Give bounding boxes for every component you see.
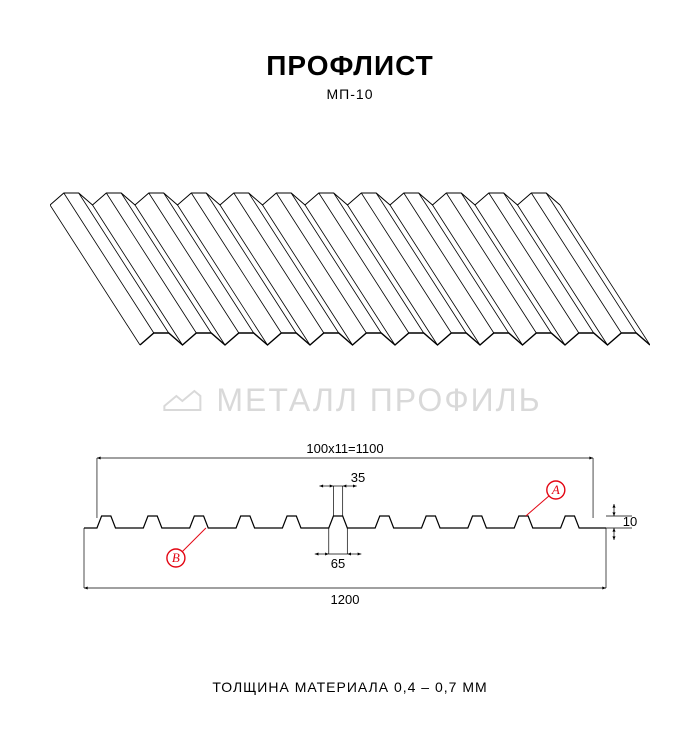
page-subtitle: МП-10 (0, 86, 700, 102)
diagram-container: ПРОФЛИСТ МП-10 МЕТАЛЛ ПРОФИЛЬ 100x11=110… (0, 50, 700, 750)
watermark-text: МЕТАЛЛ ПРОФИЛЬ (216, 382, 541, 419)
thickness-note: ТОЛЩИНА МАТЕРИАЛА 0,4 – 0,7 ММ (0, 679, 700, 695)
svg-text:35: 35 (351, 470, 365, 485)
svg-text:10: 10 (623, 514, 637, 529)
svg-text:65: 65 (331, 556, 345, 571)
watermark: МЕТАЛЛ ПРОФИЛЬ (158, 376, 541, 424)
section-view: 100x11=1100 35 65 1200 10 A B (60, 440, 640, 610)
isometric-view (50, 185, 650, 365)
page-title: ПРОФЛИСТ (0, 50, 700, 82)
svg-text:100x11=1100: 100x11=1100 (306, 441, 383, 456)
svg-text:1200: 1200 (331, 592, 360, 607)
svg-text:A: A (551, 482, 560, 497)
watermark-logo-icon (158, 376, 206, 424)
svg-text:B: B (172, 550, 180, 565)
